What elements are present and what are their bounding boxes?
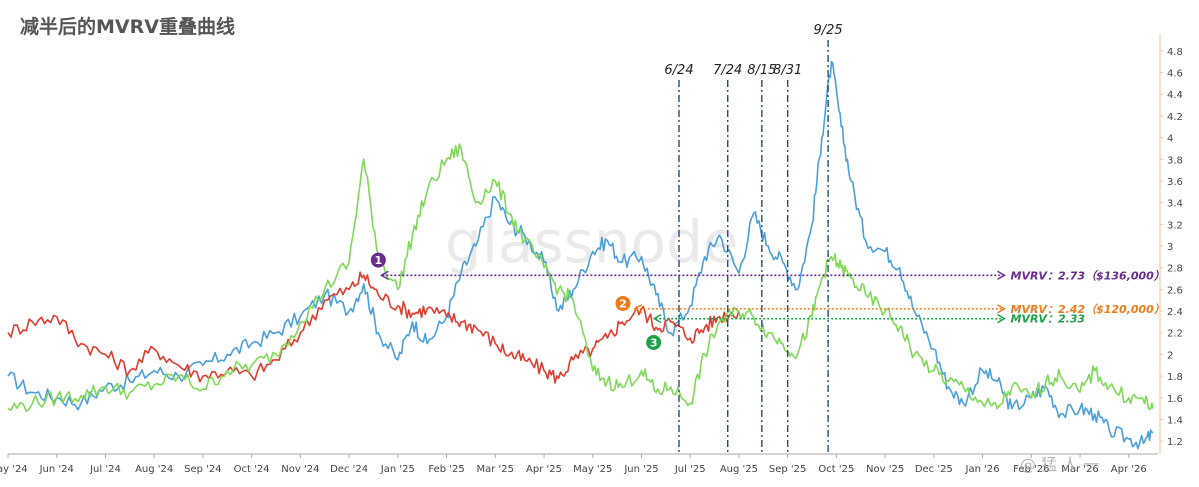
x-tick-label: Apr '25 (526, 464, 562, 475)
y-tick-label: 2.4 (1167, 307, 1183, 318)
vertical-marker-label: 6/24 (664, 63, 693, 78)
y-tick-label: 1.2 (1167, 437, 1183, 448)
x-tick-label: Jan '25 (380, 464, 415, 475)
vertical-marker-label: 8/15 (747, 63, 776, 78)
x-tick-label: Jun '25 (623, 464, 658, 475)
x-tick-label: Jul '24 (89, 464, 121, 475)
annotation-arrow-left (652, 314, 662, 324)
annotation-label: MVRV：2.33 (1011, 313, 1086, 326)
annotation-arrow-left (633, 304, 643, 314)
numbered-marker (646, 334, 662, 350)
vertical-marker-label: 8/31 (773, 63, 802, 78)
y-tick-label: 3.8 (1167, 155, 1183, 166)
x-tick-label: Mar '25 (477, 464, 515, 475)
x-tick-label: Dec '24 (330, 464, 368, 475)
y-tick-label: 2.2 (1167, 329, 1183, 340)
y-tick-label: 3.2 (1167, 220, 1183, 231)
x-tick-label: Jan '26 (965, 464, 1000, 475)
x-tick-label: Jun '24 (39, 464, 74, 475)
numbered-marker (370, 252, 386, 268)
x-tick-label: Oct '25 (818, 464, 854, 475)
x-tick-label: Aug '25 (720, 464, 758, 475)
annotation-label: MVRV：2.42（$120,000） (1011, 303, 1165, 316)
x-tick-label: Nov '24 (281, 464, 319, 475)
x-tick-label: Feb '26 (1013, 464, 1049, 475)
numbered-marker (615, 295, 631, 311)
annotation-arrow-right (997, 314, 1006, 324)
y-tick-label: 4.6 (1167, 69, 1183, 80)
y-tick-label: 4 (1167, 134, 1173, 145)
corner-watermark: @ 猛 人 一 (1020, 455, 1099, 474)
numbered-marker-label: 2 (619, 297, 627, 310)
vertical-marker-label: 7/24 (713, 63, 742, 78)
x-tick-label: Oct '24 (234, 464, 270, 475)
y-tick-label: 4.4 (1167, 90, 1183, 101)
x-tick-label: Apr '26 (1111, 464, 1147, 475)
y-tick-label: 3 (1167, 242, 1173, 253)
annotation-arrow-right (997, 270, 1006, 280)
x-tick-label: Mar '26 (1061, 464, 1099, 475)
watermark: glassnode (445, 208, 739, 276)
y-tick-label: 2.6 (1167, 285, 1183, 296)
series-line-3 (7, 143, 1154, 413)
y-tick-label: 1.8 (1167, 372, 1183, 383)
y-tick-label: 3.6 (1167, 177, 1183, 188)
numbered-marker-label: 1 (375, 254, 383, 267)
y-tick-label: 2 (1167, 350, 1173, 361)
series-line-1 (7, 60, 1154, 450)
chart-title: 减半后的MVRV重叠曲线 (20, 16, 235, 38)
numbered-marker-label: 3 (650, 336, 658, 349)
x-tick-label: Dec '25 (915, 464, 953, 475)
vertical-marker-label: 9/25 (814, 23, 843, 38)
x-tick-label: Jul '25 (674, 464, 706, 475)
y-tick-label: 1.6 (1167, 394, 1183, 405)
y-tick-label: 4.2 (1167, 112, 1183, 123)
annotation-arrow-left (379, 270, 389, 280)
x-tick-label: Sep '24 (184, 464, 222, 475)
x-tick-label: Aug '24 (135, 464, 173, 475)
x-tick-label: Nov '25 (866, 464, 904, 475)
x-tick-label: May '24 (0, 464, 28, 475)
x-tick-label: Sep '25 (769, 464, 807, 475)
annotation-label: MVRV：2.73（$136,000） (1011, 269, 1165, 282)
y-tick-label: 2.8 (1167, 264, 1183, 275)
y-tick-label: 1.4 (1167, 415, 1183, 426)
series-line-2 (7, 271, 740, 384)
y-tick-label: 4.8 (1167, 47, 1183, 58)
x-tick-label: Feb '25 (428, 464, 464, 475)
x-tick-label: May '25 (573, 464, 612, 475)
y-tick-label: 3.4 (1167, 199, 1183, 210)
annotation-arrow-right (997, 304, 1006, 314)
